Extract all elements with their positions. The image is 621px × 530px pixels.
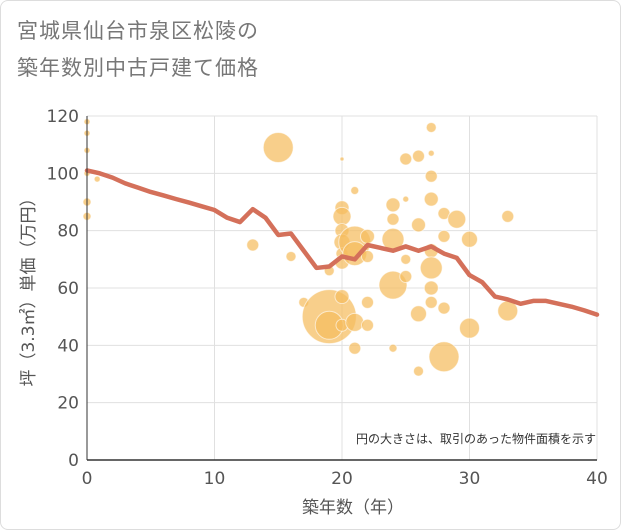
bubble-point — [339, 156, 345, 162]
bubble-point — [262, 132, 294, 164]
x-tick-label: 0 — [82, 469, 93, 489]
bubble-point — [427, 149, 435, 157]
chart-title-line2: 築年数別中古戸建て価格 — [17, 56, 259, 80]
bubble-point — [345, 312, 365, 332]
bubble-point — [400, 253, 412, 265]
bubble-point — [423, 280, 439, 296]
y-tick-label: 0 — [68, 451, 79, 471]
average-price-line — [84, 168, 600, 317]
bubble-point — [425, 121, 437, 133]
bubble-point — [332, 206, 352, 226]
axis-layer: 0 20 40 60 80 100 120 0 10 20 30 40 — [47, 107, 608, 489]
bubble-point — [399, 270, 413, 284]
bubble-point — [424, 295, 438, 309]
y-tick-label: 60 — [57, 279, 79, 299]
bubble-point — [413, 365, 424, 377]
bubble-point — [501, 209, 515, 223]
x-tick-label: 10 — [204, 469, 226, 489]
bubble-layer — [82, 118, 519, 377]
bubble-point — [350, 186, 360, 196]
bubble-point — [361, 318, 374, 332]
line-layer — [84, 168, 600, 317]
bubble-point — [385, 197, 401, 213]
bubble-point — [361, 295, 374, 309]
x-tick-label: 40 — [586, 469, 608, 489]
y-tick-label: 40 — [57, 336, 79, 356]
bubble-point — [412, 149, 425, 163]
bubble-point — [93, 175, 101, 183]
bubble-point — [437, 301, 451, 315]
bubble-size-note: 円の大きさは、取引のあった物件面積を示す — [356, 431, 596, 446]
y-tick-label: 80 — [57, 222, 79, 242]
x-tick-label: 20 — [331, 469, 353, 489]
bubble-point — [388, 343, 398, 353]
x-axis-label: 築年数（年） — [302, 498, 404, 518]
bubble-point — [437, 229, 451, 243]
grid-layer — [87, 115, 598, 460]
y-axis-label: 坪（3.3㎡）単価（万円） — [19, 189, 39, 386]
bubble-point — [285, 250, 297, 262]
bubble-point — [361, 249, 374, 263]
y-tick-label: 100 — [47, 164, 79, 184]
bubble-point — [410, 305, 427, 323]
x-tick-label: 30 — [459, 469, 481, 489]
y-tick-label: 120 — [47, 107, 79, 127]
bubble-point — [386, 212, 400, 226]
bubble-point — [348, 341, 362, 355]
bubble-point — [459, 317, 480, 339]
bubble-point — [428, 341, 460, 373]
bubble-point — [334, 289, 350, 305]
bubble-point — [402, 195, 410, 203]
bubble-point — [399, 152, 413, 166]
bubble-point — [447, 209, 467, 229]
y-tick-label: 20 — [57, 394, 79, 414]
bubble-point — [423, 191, 439, 207]
bubble-point — [419, 256, 443, 280]
chart-title-line1: 宮城県仙台市泉区松陵の — [17, 19, 259, 43]
bubble-point — [411, 217, 426, 233]
bubble-point — [360, 228, 375, 244]
bubble-point — [246, 238, 260, 252]
bubble-point — [461, 230, 478, 248]
bubble-point — [424, 169, 438, 183]
